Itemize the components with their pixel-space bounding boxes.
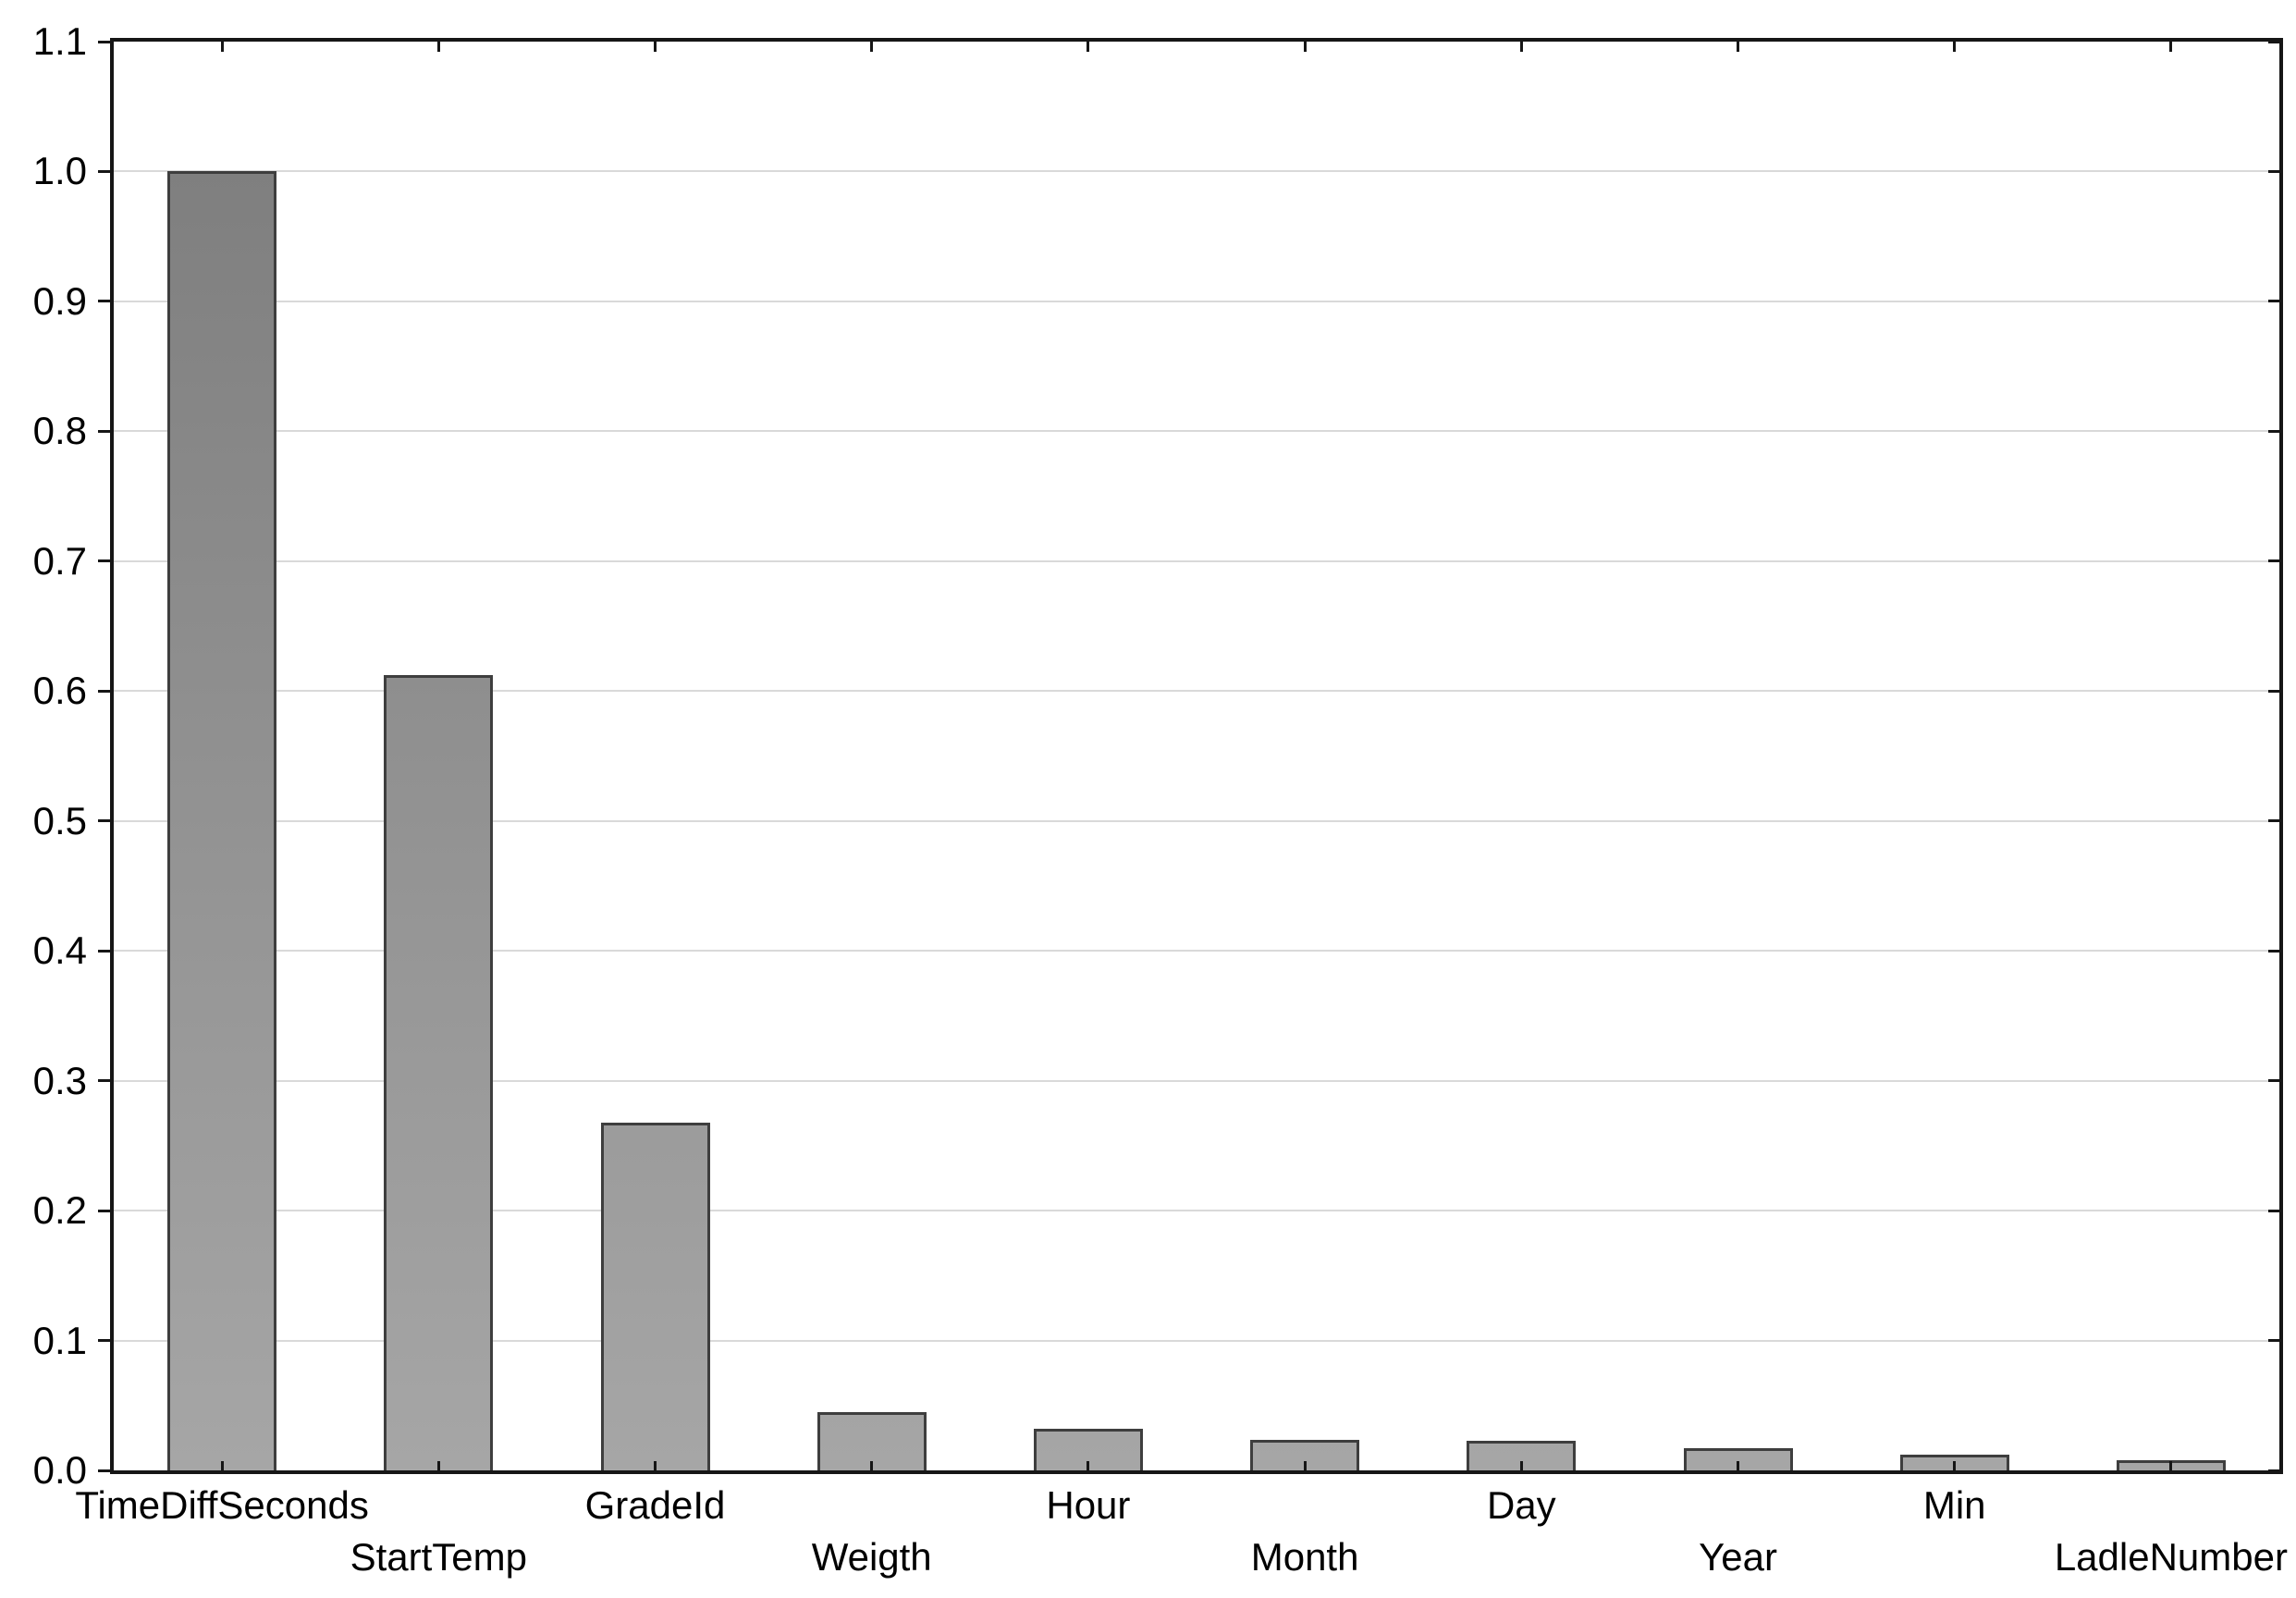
y-axis-tick-inner xyxy=(2268,169,2279,173)
y-axis-tick xyxy=(98,169,110,173)
y-axis-tick-inner xyxy=(2268,40,2279,43)
y-axis-tick xyxy=(98,40,110,43)
x-axis-tick-inner xyxy=(2169,42,2173,52)
gridline xyxy=(114,1339,2279,1342)
x-axis-tick-inner xyxy=(870,42,874,52)
x-axis-category-label: Day xyxy=(1486,1483,1556,1527)
y-axis-tick-label: 0.6 xyxy=(32,669,87,713)
gridline xyxy=(114,950,2279,953)
x-axis-category-label: StartTemp xyxy=(350,1535,527,1579)
x-axis-category-label: Weigth xyxy=(811,1535,932,1579)
x-axis-tick xyxy=(1303,1461,1307,1470)
gridline xyxy=(114,170,2279,173)
x-axis-tick xyxy=(1737,1461,1739,1470)
x-axis-category-label: LadleNumber xyxy=(2054,1535,2288,1579)
y-axis-tick xyxy=(98,559,110,563)
y-axis-tick-inner xyxy=(2268,1079,2279,1083)
y-axis-tick-inner xyxy=(2268,1339,2279,1343)
gridline xyxy=(114,819,2279,822)
x-axis-category-label: TimeDiffSeconds xyxy=(75,1483,369,1527)
x-axis-category-label: Hour xyxy=(1046,1483,1131,1527)
bar-year xyxy=(1683,1448,1793,1470)
x-axis-tick-inner xyxy=(1953,42,1957,52)
x-axis-tick xyxy=(654,1461,657,1470)
y-axis-tick-label: 1.0 xyxy=(32,149,87,193)
x-axis-tick xyxy=(1519,1461,1523,1470)
gridline xyxy=(114,430,2279,433)
y-axis-tick-label: 0.2 xyxy=(32,1188,87,1233)
bar-starttemp xyxy=(384,675,494,1470)
bar-month xyxy=(1250,1440,1360,1470)
y-axis-tick xyxy=(98,689,110,693)
plot-area xyxy=(98,40,2279,1472)
x-axis-tick-inner xyxy=(654,42,657,52)
y-axis-tick-label: 0.9 xyxy=(32,278,87,323)
gridline xyxy=(114,690,2279,693)
y-axis-tick-inner xyxy=(2268,429,2279,433)
y-axis-tick-inner xyxy=(2268,1209,2279,1212)
bar-timediffseconds xyxy=(167,171,277,1470)
y-axis-tick-label: 0.8 xyxy=(32,409,87,453)
x-axis-tick xyxy=(1953,1461,1957,1470)
y-axis-tick-inner xyxy=(2268,300,2279,303)
y-axis-tick-inner xyxy=(2268,559,2279,563)
y-axis-tick xyxy=(98,949,110,953)
y-axis-tick-inner xyxy=(2268,819,2279,823)
y-axis-tick-inner xyxy=(2268,1469,2279,1472)
x-axis-tick-inner xyxy=(436,42,440,52)
bar-gradeid xyxy=(600,1122,710,1470)
y-axis-tick-inner xyxy=(2268,689,2279,693)
x-axis-tick xyxy=(220,1461,224,1470)
x-axis-tick xyxy=(2169,1461,2173,1470)
y-axis-tick-label: 0.1 xyxy=(32,1318,87,1362)
y-axis-tick xyxy=(98,1209,110,1212)
x-axis-tick-inner xyxy=(220,42,224,52)
y-axis-tick-label: 0.7 xyxy=(32,538,87,583)
gridline xyxy=(114,1079,2279,1082)
y-axis-tick xyxy=(98,1079,110,1083)
x-axis-tick-inner xyxy=(1737,42,1739,52)
gridline xyxy=(114,1210,2279,1212)
bar-weigth xyxy=(816,1411,927,1470)
y-axis-tick-label: 0.5 xyxy=(32,798,87,842)
y-axis-tick xyxy=(98,429,110,433)
y-axis-tick-label: 0.3 xyxy=(32,1058,87,1102)
x-axis-tick xyxy=(1087,1461,1090,1470)
x-axis-tick-inner xyxy=(1087,42,1090,52)
x-axis-tick xyxy=(436,1461,440,1470)
x-axis-tick-inner xyxy=(1519,42,1523,52)
gridline xyxy=(114,559,2279,562)
y-axis-tick xyxy=(98,819,110,823)
x-axis-tick-inner xyxy=(1303,42,1307,52)
gridline xyxy=(114,300,2279,302)
x-axis-category-label: Min xyxy=(1922,1483,1986,1527)
y-axis-tick-inner xyxy=(2268,949,2279,953)
y-axis-tick-label: 0.0 xyxy=(32,1448,87,1492)
x-axis-category-label: Month xyxy=(1250,1535,1359,1579)
y-axis-tick-label: 1.1 xyxy=(32,19,87,63)
y-axis-tick xyxy=(98,300,110,303)
y-axis-tick xyxy=(98,1469,110,1472)
x-axis-category-label: GradeId xyxy=(584,1483,726,1527)
x-axis-tick xyxy=(870,1461,874,1470)
y-axis-tick-label: 0.4 xyxy=(32,928,87,973)
x-axis-category-label: Year xyxy=(1699,1535,1777,1579)
y-axis-tick xyxy=(98,1339,110,1343)
